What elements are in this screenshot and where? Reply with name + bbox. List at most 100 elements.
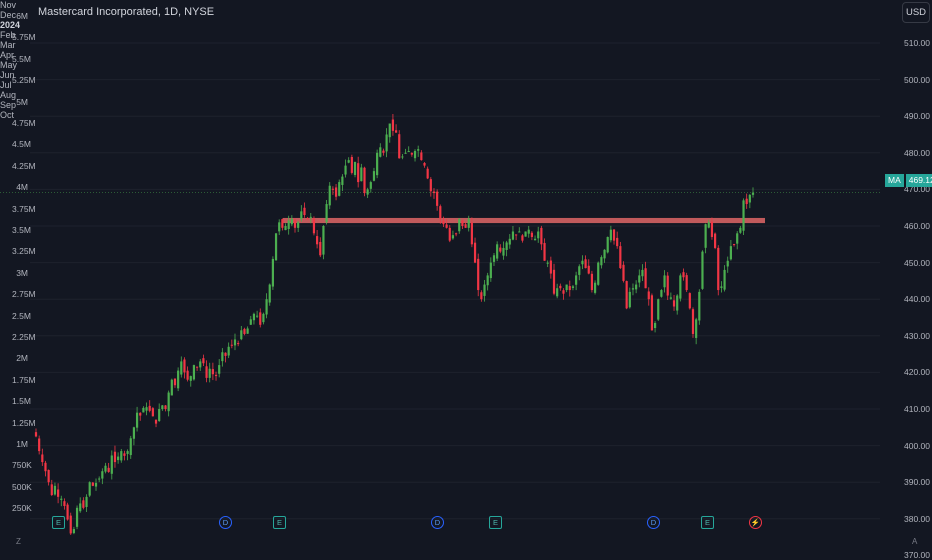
candle-body bbox=[454, 233, 458, 235]
candle-body bbox=[603, 249, 606, 259]
candle-body bbox=[726, 260, 729, 267]
candle-body bbox=[360, 167, 363, 182]
candle-body bbox=[177, 370, 180, 389]
volume-tick-label: 750K bbox=[12, 460, 32, 471]
candle-body bbox=[442, 220, 445, 225]
candle-body bbox=[619, 246, 622, 269]
candle-body bbox=[268, 284, 271, 303]
candle-body bbox=[372, 171, 376, 181]
candle-body bbox=[287, 220, 290, 230]
candle-body bbox=[145, 407, 148, 411]
candle-body bbox=[274, 233, 278, 261]
candle-body bbox=[600, 257, 603, 266]
candle-body bbox=[676, 295, 679, 311]
candle-body bbox=[243, 328, 246, 334]
candle-body bbox=[729, 246, 732, 260]
timezone-corner[interactable]: Z bbox=[16, 537, 21, 546]
candle-body bbox=[473, 242, 477, 263]
volume-tick-label: 3.75M bbox=[12, 203, 36, 214]
candle-body bbox=[151, 408, 154, 417]
candle-body bbox=[682, 272, 685, 278]
candle-body bbox=[527, 229, 530, 234]
candle-body bbox=[461, 220, 464, 226]
candle-body bbox=[581, 260, 584, 265]
earnings-event-marker[interactable]: E bbox=[273, 516, 286, 529]
candle-body bbox=[350, 156, 353, 173]
candle-body bbox=[530, 232, 533, 237]
candle-body bbox=[704, 224, 707, 248]
candle-body bbox=[300, 211, 303, 220]
candle-body bbox=[214, 374, 218, 377]
candle-body bbox=[410, 153, 413, 155]
candle-body bbox=[489, 262, 492, 279]
candle-body bbox=[63, 501, 66, 506]
candle-body bbox=[218, 365, 221, 374]
candle-body bbox=[723, 269, 726, 290]
candle-body bbox=[284, 226, 287, 231]
time-tick-label: Nov bbox=[0, 0, 17, 10]
candle-body bbox=[347, 160, 350, 163]
candle-body bbox=[41, 454, 44, 463]
last-price-tag: MA 469.12 bbox=[885, 174, 932, 187]
candle-body bbox=[691, 309, 695, 334]
candle-body bbox=[540, 227, 543, 245]
split-event-marker[interactable]: ⚡ bbox=[749, 516, 762, 529]
candle-body bbox=[363, 167, 366, 194]
candle-body bbox=[47, 469, 50, 483]
price-tick-label: 410.00 bbox=[904, 404, 930, 414]
candle-body bbox=[751, 192, 755, 195]
candle-body bbox=[616, 237, 619, 247]
dividend-event-marker[interactable]: D bbox=[431, 516, 444, 529]
candle-body bbox=[407, 150, 410, 152]
candle-body bbox=[240, 330, 243, 340]
dividend-event-marker[interactable]: D bbox=[219, 516, 232, 529]
candle-body bbox=[135, 412, 139, 428]
candle-body bbox=[148, 405, 151, 411]
dividend-event-marker[interactable]: D bbox=[647, 516, 660, 529]
last-price-value: 469.12 bbox=[905, 174, 932, 187]
candle-body bbox=[660, 290, 663, 297]
price-tick-label: 490.00 bbox=[904, 111, 930, 122]
candle-body bbox=[208, 368, 211, 378]
candle-body bbox=[331, 188, 335, 190]
price-tick-label: 500.00 bbox=[904, 74, 930, 85]
earnings-event-marker[interactable]: E bbox=[52, 516, 65, 529]
candle-body bbox=[38, 438, 41, 452]
candle-body bbox=[259, 312, 262, 325]
candle-body bbox=[91, 482, 94, 486]
candle-body bbox=[167, 392, 170, 412]
price-tick-label: 420.00 bbox=[904, 367, 930, 378]
candle-body bbox=[306, 218, 309, 220]
candle-body bbox=[192, 365, 196, 380]
candle-body bbox=[104, 465, 107, 472]
candle-body bbox=[180, 361, 183, 375]
price-tick-label: 370.00 bbox=[904, 550, 930, 560]
candle-body bbox=[420, 152, 423, 161]
candle-body bbox=[480, 292, 483, 300]
candle-body bbox=[748, 194, 751, 203]
currency-button[interactable]: USD bbox=[902, 2, 930, 23]
candle-body bbox=[622, 264, 625, 281]
candle-body bbox=[344, 165, 347, 175]
volume-tick-label: 2.5M bbox=[12, 310, 31, 321]
candle-body bbox=[211, 369, 214, 375]
candle-body bbox=[385, 134, 388, 152]
candle-body bbox=[486, 275, 489, 286]
price-tick-label: 380.00 bbox=[904, 513, 930, 524]
price-tick-label: 430.00 bbox=[904, 330, 930, 341]
candle-body bbox=[464, 224, 467, 228]
candle-body bbox=[635, 284, 638, 290]
time-tick-label: Jul bbox=[0, 80, 12, 90]
volume-tick-label: 6M bbox=[16, 11, 28, 21]
auto-scale-corner[interactable]: A bbox=[912, 537, 918, 546]
candle-body bbox=[293, 219, 297, 228]
volume-tick-label: 5.25M bbox=[12, 75, 36, 86]
candle-body bbox=[278, 222, 281, 232]
support-resistance-zone[interactable] bbox=[283, 217, 765, 224]
candle-body bbox=[246, 328, 249, 334]
earnings-event-marker[interactable]: E bbox=[489, 516, 502, 529]
earnings-event-marker[interactable]: E bbox=[701, 516, 714, 529]
candle-body bbox=[720, 286, 723, 288]
candle-body bbox=[164, 405, 167, 409]
